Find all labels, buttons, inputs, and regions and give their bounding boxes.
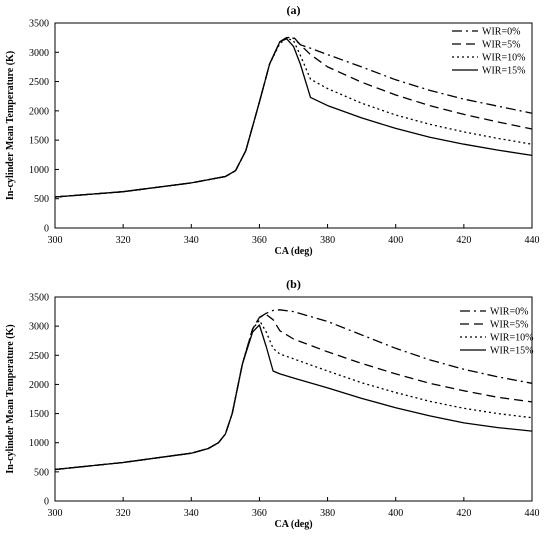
y-tick-label: 1000 bbox=[29, 165, 49, 176]
y-tick-label: 3500 bbox=[29, 293, 49, 304]
y-tick-label: 2000 bbox=[29, 380, 49, 391]
x-tick-label: 380 bbox=[320, 508, 335, 519]
y-tick-label: 0 bbox=[44, 497, 49, 508]
legend-label: WIR=5% bbox=[482, 40, 520, 51]
y-tick-label: 2000 bbox=[29, 106, 49, 117]
y-tick-label: 0 bbox=[44, 224, 49, 235]
x-tick-label: 340 bbox=[184, 508, 199, 519]
x-tick-label: 340 bbox=[184, 235, 199, 246]
x-tick-label: 380 bbox=[320, 235, 335, 246]
series-line-3 bbox=[54, 38, 533, 198]
y-tick-label: 1000 bbox=[29, 438, 49, 449]
legend-label: WIR=0% bbox=[490, 307, 528, 318]
legend-label: WIR=15% bbox=[490, 346, 533, 357]
chart-title: (b) bbox=[286, 277, 301, 291]
x-tick-label: 300 bbox=[48, 235, 63, 246]
x-tick-label: 400 bbox=[388, 235, 403, 246]
series-line-2 bbox=[54, 37, 533, 198]
y-tick-label: 3500 bbox=[29, 19, 49, 30]
chart-panel-1: (b) 300 320 340 360 380 400 420 440 0 500 1000 1500 2… bbox=[5, 277, 540, 530]
y-tick-label: 1500 bbox=[29, 136, 49, 147]
x-tick-label: 420 bbox=[456, 508, 471, 519]
y-tick-label: 1500 bbox=[29, 409, 49, 420]
x-axis-label: CA (deg) bbox=[274, 519, 312, 530]
chart-panel-0: (a) 300 320 340 360 380 400 420 440 0 500 1000 1500 2… bbox=[5, 3, 540, 257]
x-tick-label: 360 bbox=[252, 235, 267, 246]
legend-label: WIR=10% bbox=[482, 53, 525, 64]
legend-label: WIR=5% bbox=[490, 320, 528, 331]
y-axis-label: In-cylinder Mean Temperature (K) bbox=[5, 51, 16, 200]
legend-label: WIR=15% bbox=[482, 66, 525, 77]
series-line-1 bbox=[54, 313, 533, 471]
y-tick-label: 3000 bbox=[29, 322, 49, 333]
chart-title: (a) bbox=[287, 3, 301, 17]
x-tick-label: 320 bbox=[116, 235, 131, 246]
series-line-0 bbox=[54, 309, 533, 471]
y-axis-label: In-cylinder Mean Temperature (K) bbox=[5, 324, 16, 473]
x-tick-label: 400 bbox=[388, 508, 403, 519]
y-tick-label: 500 bbox=[34, 194, 49, 205]
legend-label: WIR=10% bbox=[490, 333, 533, 344]
series-line-1 bbox=[54, 36, 533, 198]
x-tick-label: 360 bbox=[252, 508, 267, 519]
legend-label: WIR=0% bbox=[482, 27, 520, 38]
legend: WIR=0% WIR=5% WIR=10% WIR=15% bbox=[460, 307, 533, 357]
plot-frame bbox=[54, 296, 533, 502]
y-tick-label: 3000 bbox=[29, 48, 49, 59]
x-axis-label: CA (deg) bbox=[274, 246, 312, 257]
x-tick-label: 320 bbox=[116, 508, 131, 519]
y-tick-label: 2500 bbox=[29, 77, 49, 88]
series-line-3 bbox=[54, 324, 533, 471]
series-line-0 bbox=[54, 36, 533, 198]
series-line-2 bbox=[54, 319, 533, 471]
x-tick-label: 420 bbox=[456, 235, 471, 246]
plot-frame bbox=[54, 22, 533, 229]
y-tick-label: 500 bbox=[34, 467, 49, 478]
x-tick-label: 440 bbox=[525, 235, 540, 246]
y-tick-label: 2500 bbox=[29, 351, 49, 362]
x-tick-label: 440 bbox=[525, 508, 540, 519]
x-tick-label: 300 bbox=[48, 508, 63, 519]
legend: WIR=0% WIR=5% WIR=10% WIR=15% bbox=[452, 27, 525, 77]
